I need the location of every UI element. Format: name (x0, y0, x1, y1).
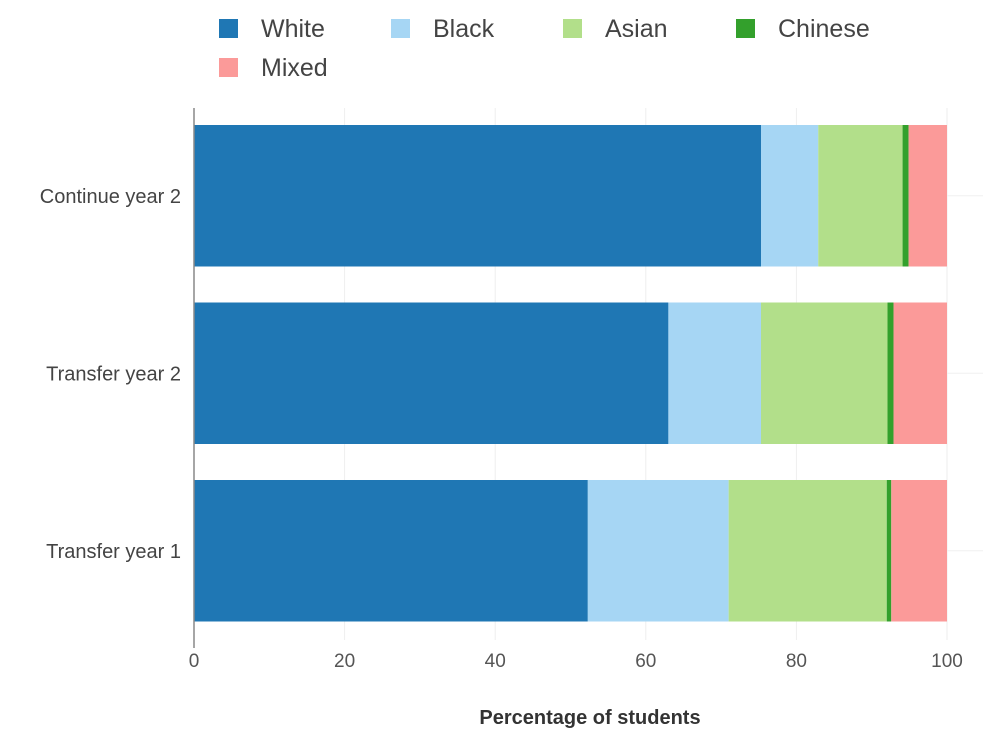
legend-label: Chinese (778, 15, 870, 43)
legend-swatch (219, 19, 238, 38)
bars (194, 125, 947, 622)
legend-label: White (261, 15, 325, 43)
legend-item-chinese[interactable]: Chinese (736, 15, 870, 43)
legend-label: Mixed (261, 54, 328, 82)
bar-transfer-year-1-mixed (891, 480, 947, 622)
y-tick-label-transfer-year-2: Transfer year 2 (46, 363, 181, 385)
bar-continue-year-2-black (761, 125, 819, 267)
x-tick-label-60: 60 (635, 651, 656, 672)
legend-swatch (219, 58, 238, 77)
bar-transfer-year-2-mixed (893, 302, 947, 444)
x-tick-label-20: 20 (334, 651, 355, 672)
bar-transfer-year-1-black (587, 480, 729, 622)
x-axis-title: Percentage of students (479, 707, 700, 729)
legend-swatch (736, 19, 755, 38)
bar-transfer-year-1-white (194, 480, 588, 622)
legend: White Black Asian Chinese Mixed (219, 15, 870, 82)
legend-item-white[interactable]: White (219, 15, 325, 43)
x-tick-label-100: 100 (931, 651, 963, 672)
bar-transfer-year-2-chinese (887, 302, 894, 444)
bar-continue-year-2-mixed (908, 125, 947, 267)
legend-label: Black (433, 15, 495, 43)
y-tick-label-transfer-year-1: Transfer year 1 (46, 541, 181, 563)
x-tick-label-40: 40 (485, 651, 506, 672)
axes: Continue year 2 Transfer year 2 Transfer y… (40, 108, 963, 672)
bar-continue-year-2-chinese (902, 125, 909, 267)
x-tick-label-0: 0 (189, 651, 200, 672)
x-tick-label-80: 80 (786, 651, 807, 672)
bar-transfer-year-2-black (668, 302, 762, 444)
legend-label: Asian (605, 15, 668, 43)
y-tick-label-continue-year-2: Continue year 2 (40, 186, 181, 208)
bar-transfer-year-1-chinese (886, 480, 892, 622)
bar-transfer-year-1-asian (728, 480, 887, 622)
bar-transfer-year-2-white (194, 302, 669, 444)
legend-swatch (563, 19, 582, 38)
bar-continue-year-2-white (194, 125, 762, 267)
legend-swatch (391, 19, 410, 38)
legend-item-asian[interactable]: Asian (563, 15, 668, 43)
legend-item-black[interactable]: Black (391, 15, 495, 43)
bar-continue-year-2-asian (818, 125, 903, 267)
bar-transfer-year-2-asian (761, 302, 888, 444)
legend-item-mixed[interactable]: Mixed (219, 54, 328, 82)
